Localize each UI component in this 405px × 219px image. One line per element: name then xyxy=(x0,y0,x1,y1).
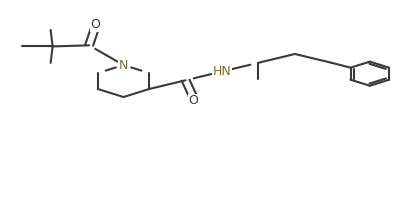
Text: O: O xyxy=(189,94,198,107)
Text: HN: HN xyxy=(213,65,231,78)
Text: O: O xyxy=(90,18,100,31)
Text: N: N xyxy=(119,58,128,72)
